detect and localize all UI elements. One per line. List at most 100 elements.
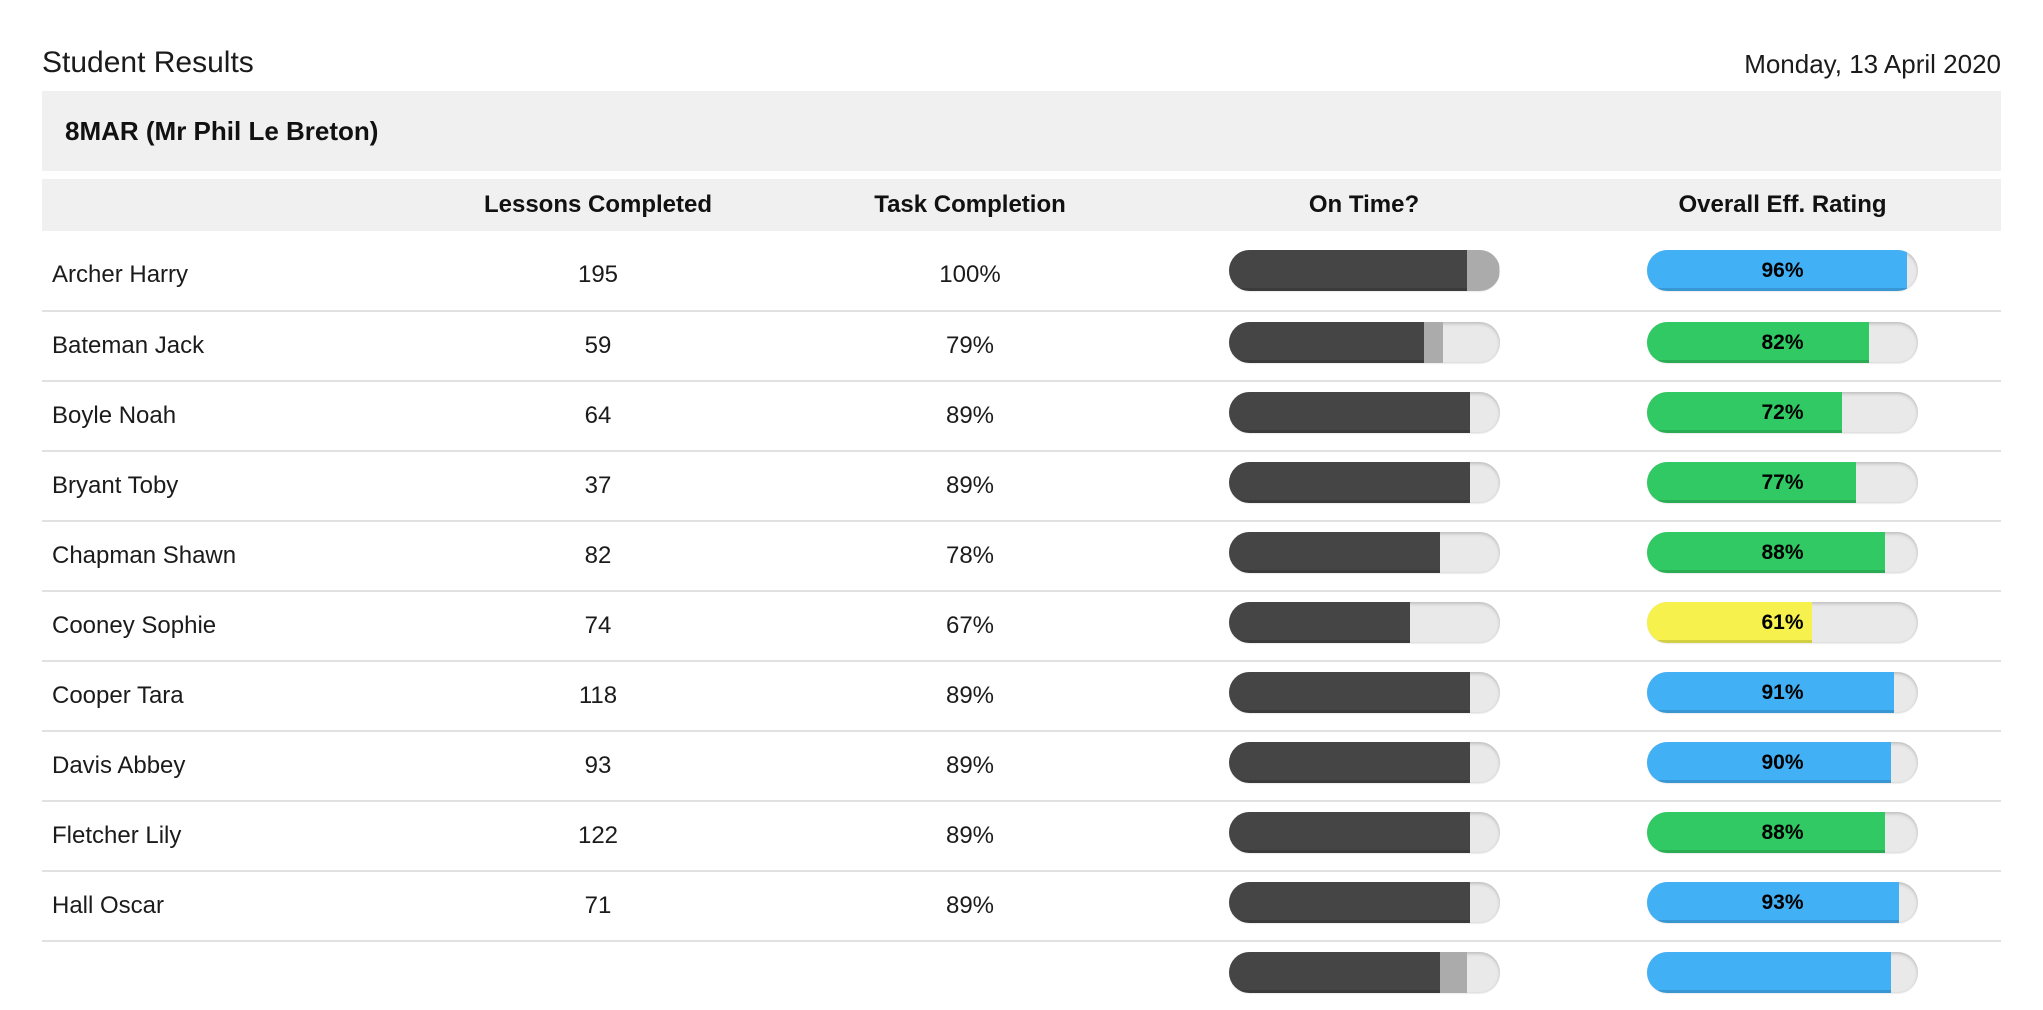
column-header-on-time: On Time? [1308, 191, 1420, 218]
group-header-label: 8MAR (Mr Phil Le Breton) [65, 115, 379, 146]
table-row: Hall Oscar 71 89% 93% [42, 870, 2001, 940]
on-time-fill [1228, 952, 1440, 993]
table-row: Davis Abbey 93 89% 90% [42, 730, 2001, 800]
student-name: Boyle Noah [52, 402, 177, 429]
lessons-value: 82 [584, 542, 612, 569]
student-name: Cooper Tara [52, 682, 184, 709]
rating-label: 93% [1761, 890, 1804, 914]
lessons-value: 71 [584, 892, 612, 919]
rating-fill [1647, 462, 1856, 503]
lessons-value [420, 942, 776, 1010]
on-time-bar [1228, 532, 1500, 573]
rating-bar: 77% [1647, 462, 1918, 503]
rating-bar [1647, 952, 1918, 993]
rating-bar: 90% [1647, 742, 1918, 783]
table-row: Cooney Sophie 74 67% 61% [42, 590, 2001, 660]
rating-bar: 91% [1647, 672, 1918, 713]
table-row: Archer Harry 195 100% 96% [42, 240, 2001, 310]
on-time-bar [1228, 392, 1500, 433]
lessons-value: 118 [578, 682, 618, 709]
late-fill [1466, 250, 1500, 291]
table-header-row: Lessons Completed Task Completion On Tim… [42, 179, 2001, 231]
on-time-fill [1228, 532, 1440, 573]
task-value: 100% [939, 261, 1001, 288]
on-time-fill [1228, 602, 1411, 643]
on-time-fill [1228, 812, 1470, 853]
on-time-bar [1228, 812, 1500, 853]
on-time-fill [1228, 322, 1424, 363]
task-value: 89% [945, 682, 995, 709]
lessons-value: 122 [577, 822, 619, 849]
task-value [776, 942, 1164, 1010]
rating-bar: 88% [1647, 532, 1918, 573]
rating-bar: 82% [1647, 322, 1918, 363]
rating-fill [1647, 602, 1813, 643]
rating-fill [1647, 250, 1908, 291]
on-time-bar [1228, 602, 1500, 643]
student-name: Hall Oscar [52, 892, 165, 919]
on-time-bar [1228, 882, 1500, 923]
table-row: Cooper Tara 118 89% 91% [42, 660, 2001, 730]
column-header-task: Task Completion [874, 191, 1066, 218]
task-value: 67% [945, 612, 995, 639]
rating-fill [1647, 392, 1843, 433]
on-time-bar [1228, 322, 1500, 363]
rating-label: 72% [1761, 400, 1804, 424]
rating-fill [1647, 742, 1891, 783]
on-time-fill [1228, 672, 1470, 713]
table-body: Archer Harry 195 100% 96% Bateman Jack 5… [42, 240, 2001, 1010]
late-fill [1439, 952, 1467, 993]
rating-bar: 88% [1647, 812, 1918, 853]
table-row: Bateman Jack 59 79% 82% [42, 310, 2001, 380]
task-value: 89% [945, 402, 995, 429]
task-value: 89% [945, 752, 995, 779]
task-value: 89% [945, 472, 995, 499]
student-name: Chapman Shawn [52, 542, 237, 569]
student-name: Bateman Jack [52, 332, 205, 359]
on-time-fill [1228, 250, 1467, 291]
lessons-value: 93 [584, 752, 612, 779]
on-time-bar [1228, 672, 1500, 713]
on-time-bar [1228, 462, 1500, 503]
column-header-lessons: Lessons Completed [483, 191, 713, 218]
rating-bar: 61% [1647, 602, 1918, 643]
student-name [42, 942, 420, 1010]
rating-label: 82% [1761, 330, 1804, 354]
title-bar: Student Results Monday, 13 April 2020 [42, 44, 2001, 80]
lessons-value: 74 [584, 612, 612, 639]
report-container: Student Results Monday, 13 April 2020 8M… [42, 0, 2001, 1010]
on-time-bar [1228, 250, 1500, 291]
rating-bar: 72% [1647, 392, 1918, 433]
on-time-fill [1228, 392, 1470, 433]
task-value: 89% [945, 822, 995, 849]
rating-label: 77% [1761, 470, 1804, 494]
rating-bar: 96% [1647, 250, 1918, 291]
rating-label: 88% [1761, 540, 1804, 564]
table-row: Boyle Noah 64 89% 72% [42, 380, 2001, 450]
rating-label: 96% [1761, 258, 1804, 282]
on-time-bar [1228, 742, 1500, 783]
table-row [42, 940, 2001, 1010]
rating-fill [1647, 322, 1870, 363]
on-time-fill [1228, 882, 1470, 923]
student-name: Bryant Toby [52, 472, 179, 499]
rating-label [1647, 952, 1918, 993]
lessons-value: 64 [584, 402, 612, 429]
rating-fill [1647, 532, 1886, 573]
table-row: Chapman Shawn 82 78% 88% [42, 520, 2001, 590]
student-name: Fletcher Lily [52, 822, 182, 849]
rating-fill [1647, 672, 1894, 713]
on-time-fill [1228, 462, 1470, 503]
group-header: 8MAR (Mr Phil Le Breton) [42, 91, 2001, 171]
on-time-fill [1228, 742, 1470, 783]
page-date: Monday, 13 April 2020 [1744, 49, 2001, 79]
task-value: 79% [945, 332, 995, 359]
lessons-value: 37 [584, 472, 612, 499]
table-row: Fletcher Lily 122 89% 88% [42, 800, 2001, 870]
page-title: Student Results [42, 46, 254, 79]
rating-label: 61% [1761, 610, 1804, 634]
task-value: 78% [945, 542, 995, 569]
table-row: Bryant Toby 37 89% 77% [42, 450, 2001, 520]
rating-label: 90% [1761, 750, 1804, 774]
column-header-rating: Overall Eff. Rating [1678, 191, 1887, 218]
